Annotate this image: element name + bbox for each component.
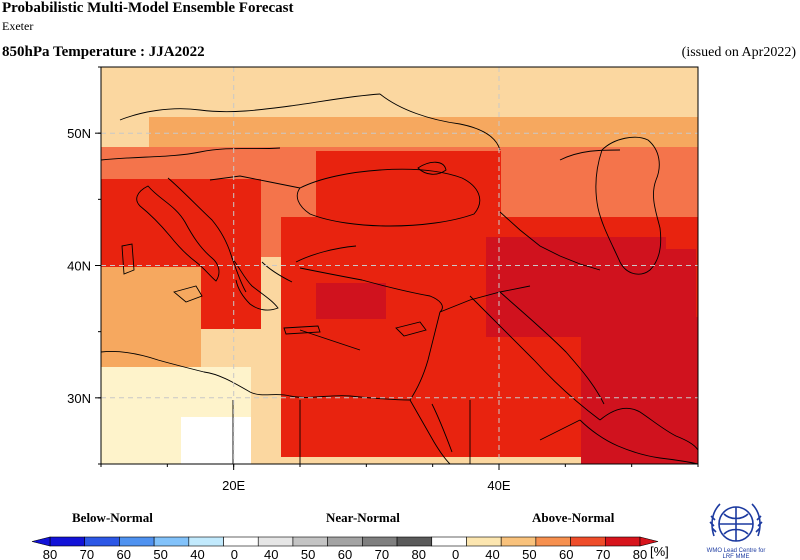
lat-tick-label: 40N bbox=[67, 259, 91, 274]
colorbar-group-above: Above-Normal bbox=[532, 510, 615, 525]
logo-caption: WMO Lead Centre for LRF MME bbox=[700, 548, 772, 560]
colorbar-tick-label: 80 bbox=[412, 547, 426, 560]
colorbar-right-arrow bbox=[639, 536, 659, 547]
colorbar-swatch bbox=[188, 536, 224, 547]
colorbar-tick-label: 40 bbox=[485, 547, 499, 560]
colorbar-tick-label: 80 bbox=[633, 547, 647, 560]
colorbar-tick-label: 70 bbox=[375, 547, 389, 560]
colorbar-tick-label: 50 bbox=[522, 547, 536, 560]
field-cell bbox=[101, 267, 201, 367]
coastlines bbox=[101, 93, 698, 464]
lat-tick-label: 50N bbox=[67, 126, 91, 141]
colorbar-group-below: Below-Normal bbox=[72, 510, 153, 525]
colorbar-swatch bbox=[604, 536, 641, 547]
colorbar-swatch bbox=[362, 536, 398, 547]
lat-tick-label: 30N bbox=[67, 391, 91, 406]
colorbar-tick-label: 70 bbox=[80, 547, 94, 560]
probability-field bbox=[101, 67, 698, 464]
lon-tick-label: 20E bbox=[222, 478, 245, 493]
colorbar-group-near: Near-Normal bbox=[326, 510, 400, 525]
colorbar-tick-label: 60 bbox=[559, 547, 573, 560]
lon-tick-label: 40E bbox=[487, 478, 510, 493]
logo-caption-line2: LRF MME bbox=[722, 554, 750, 560]
colorbar-tick-label: 60 bbox=[117, 547, 131, 560]
colorbar-swatch bbox=[570, 536, 606, 547]
colorbar-swatch bbox=[327, 536, 363, 547]
colorbar-swatch bbox=[431, 536, 467, 547]
colorbar-swatch bbox=[535, 536, 571, 547]
field-cell bbox=[316, 283, 386, 319]
colorbar-left-arrow bbox=[31, 536, 51, 547]
colorbar-swatch bbox=[500, 536, 537, 547]
field-cell bbox=[181, 417, 251, 464]
forecast-subtitle: Exeter bbox=[2, 19, 34, 33]
colorbar-tick-label: 0 bbox=[231, 547, 238, 560]
colorbar-tick-label: 50 bbox=[153, 547, 167, 560]
colorbar-swatch bbox=[396, 536, 433, 547]
colorbar-swatch bbox=[119, 536, 155, 547]
colorbar-tick-label: 70 bbox=[596, 547, 610, 560]
colorbar-swatch bbox=[49, 536, 86, 547]
colorbar-swatch bbox=[84, 536, 120, 547]
colorbar-swatch bbox=[153, 536, 190, 547]
colorbar-swatch bbox=[292, 536, 328, 547]
colorbar-tick-label: 40 bbox=[190, 547, 204, 560]
colorbar: 80 70 60 50 40 0 40 50 60 70 80 0 40 50 60 70 80 bbox=[31, 536, 659, 560]
logo-caption-line1: WMO Lead Centre for bbox=[706, 548, 766, 554]
colorbar-tick-label: 40 bbox=[264, 547, 278, 560]
colorbar-swatch bbox=[223, 536, 259, 547]
colorbar-unit: [%] bbox=[650, 544, 669, 559]
colorbar-tick-label: 0 bbox=[452, 547, 459, 560]
wmo-logo-icon bbox=[709, 503, 763, 542]
field-cell bbox=[581, 317, 698, 464]
map-axes: 20E 40E 30N 40N 50N bbox=[67, 66, 699, 493]
variable-title: 850hPa Temperature : JJA2022 bbox=[2, 44, 205, 60]
issued-date: (issued on Apr2022) bbox=[681, 45, 796, 60]
colorbar-swatch bbox=[466, 536, 502, 547]
colorbar-swatch bbox=[257, 536, 294, 547]
colorbar-tick-label: 50 bbox=[301, 547, 315, 560]
colorbar-tick-label: 80 bbox=[43, 547, 57, 560]
gridlines bbox=[101, 67, 698, 464]
forecast-title: Probabilistic Multi-Model Ensemble Forec… bbox=[2, 0, 294, 16]
colorbar-tick-label: 60 bbox=[338, 547, 352, 560]
